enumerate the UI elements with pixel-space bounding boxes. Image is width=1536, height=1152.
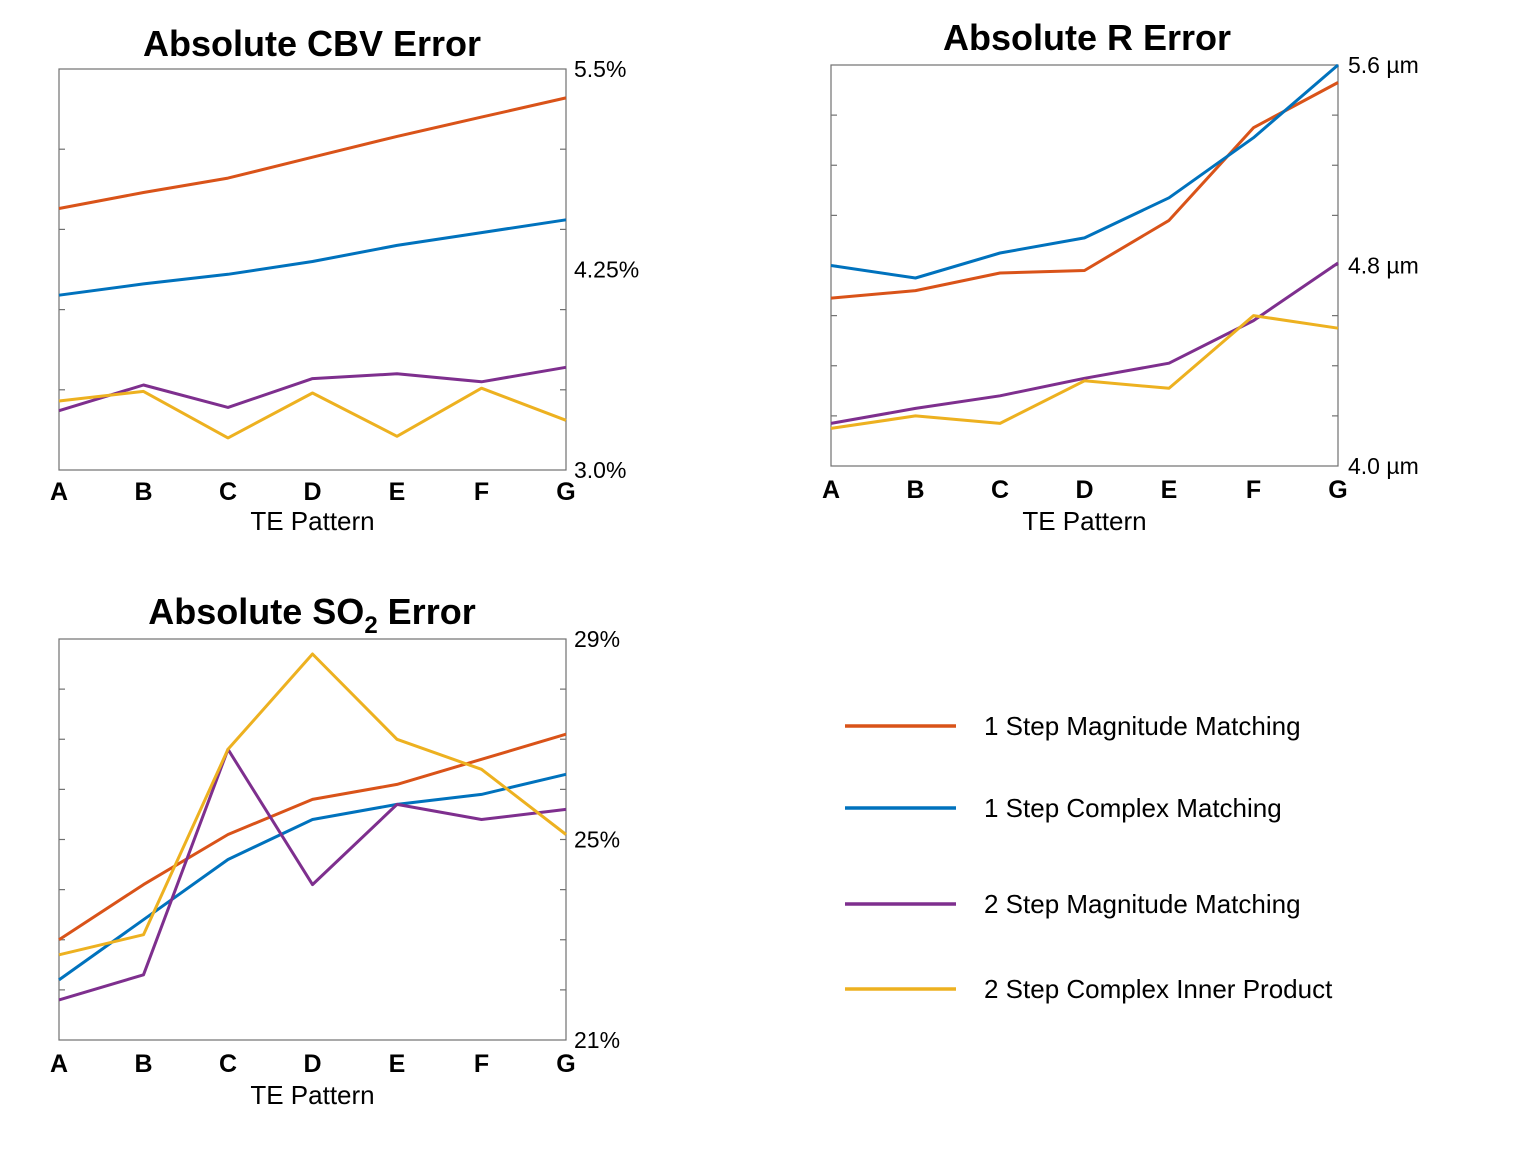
x-tick-label: A: [50, 478, 68, 506]
plot-frame: [830, 64, 1339, 467]
x-tick-label: C: [991, 476, 1009, 504]
series-line-4: [58, 652, 567, 957]
y-tick-label: 5.5%: [574, 56, 626, 82]
x-tick-label: C: [219, 478, 237, 506]
x-tick-label: D: [303, 478, 321, 506]
series-line-2: [58, 218, 567, 297]
x-tick-label: G: [556, 478, 575, 506]
chart-title-main: Absolute CBV Error: [143, 23, 481, 64]
chart-title-main: Absolute R Error: [943, 17, 1231, 58]
series-line-4: [830, 314, 1339, 430]
x-axis-label: TE Pattern: [250, 1080, 374, 1110]
x-axis-label: TE Pattern: [250, 506, 374, 536]
series-line-2: [830, 63, 1339, 280]
x-tick-label: B: [906, 476, 924, 504]
x-tick-label: C: [219, 1050, 237, 1078]
x-tick-label: B: [134, 1050, 152, 1078]
x-tick-label: E: [389, 1050, 406, 1078]
legend-label-1: 1 Step Magnitude Matching: [984, 711, 1301, 741]
x-tick-label: G: [1328, 476, 1347, 504]
x-tick-label: D: [303, 1050, 321, 1078]
y-tick-label: 3.0%: [574, 457, 626, 483]
y-tick-label: 5.6 µm: [1348, 52, 1419, 78]
x-tick-label: F: [474, 1050, 489, 1078]
plot-frame: [58, 68, 567, 471]
series-line-3: [58, 365, 567, 413]
y-tick-label: 29%: [574, 626, 620, 652]
chart-title-main: Absolute SO: [148, 591, 364, 632]
series-line-4: [58, 386, 567, 440]
x-tick-label: F: [474, 478, 489, 506]
x-tick-label: D: [1075, 476, 1093, 504]
x-tick-label: G: [556, 1050, 575, 1078]
y-tick-label: 4.25%: [574, 257, 639, 283]
chart-panel-2: Absolute R Error A B C D E F G 5.6 µm 4.8 µm 4.0 µ…: [822, 17, 1419, 536]
series-line-1: [58, 732, 567, 942]
chart-title: Absolute CBV Error: [143, 23, 481, 64]
legend: 1 Step Magnitude Matching 1 Step Complex …: [845, 711, 1333, 1004]
x-tick-label: E: [1161, 476, 1178, 504]
plot-frame: [58, 638, 567, 1041]
chart-panel-3: Absolute SO2 Error A B C D E F G 29% 25% 21% TE Pat…: [50, 591, 620, 1110]
legend-label-3: 2 Step Magnitude Matching: [984, 889, 1301, 919]
x-tick-label: A: [822, 476, 840, 504]
chart-title-subscript: 2: [364, 612, 377, 639]
x-tick-label: E: [389, 478, 406, 506]
legend-label-4: 2 Step Complex Inner Product: [984, 974, 1333, 1004]
legend-label-2: 1 Step Complex Matching: [984, 793, 1282, 823]
series-line-2: [58, 772, 567, 982]
chart-title-rest: Error: [378, 591, 476, 632]
y-tick-label: 21%: [574, 1027, 620, 1053]
x-tick-label: F: [1246, 476, 1261, 504]
x-axis-label: TE Pattern: [1022, 506, 1146, 536]
series-line-1: [58, 96, 567, 210]
chart-title: Absolute SO2 Error: [148, 591, 475, 639]
y-tick-label: 25%: [574, 827, 620, 853]
chart-title: Absolute R Error: [943, 17, 1231, 58]
chart-panel-1: Absolute CBV Error A B C D E F G 5.5% 4.25% 3.0% TE…: [50, 23, 639, 536]
series-line-3: [830, 261, 1339, 425]
series-line-1: [830, 81, 1339, 300]
x-tick-label: A: [50, 1050, 68, 1078]
y-tick-label: 4.0 µm: [1348, 453, 1419, 479]
y-tick-label: 4.8 µm: [1348, 253, 1419, 279]
series-line-3: [58, 747, 567, 1002]
x-tick-label: B: [134, 478, 152, 506]
